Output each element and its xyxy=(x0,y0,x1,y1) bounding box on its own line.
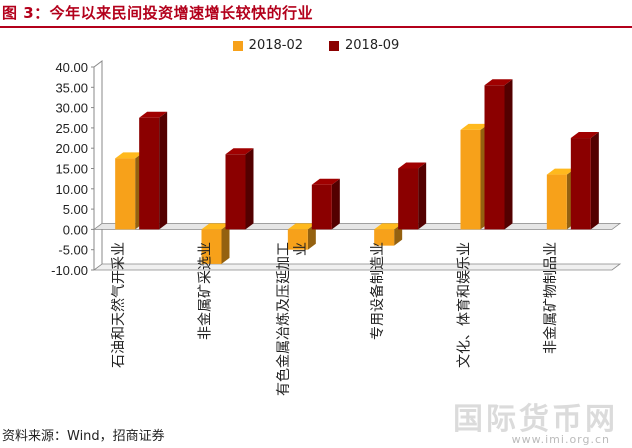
legend-item-series-2: 2018-09 xyxy=(329,38,399,53)
legend-label-series-1: 2018-02 xyxy=(248,38,303,53)
y-tick-label: -5.00 xyxy=(58,243,88,258)
title-divider xyxy=(0,26,632,28)
bar-series-1-top xyxy=(546,168,575,175)
bar-series-2-side xyxy=(418,162,427,230)
bar-series-1-top xyxy=(287,223,316,230)
bar-series-1 xyxy=(374,229,395,246)
bar-series-1-top xyxy=(460,123,489,130)
x-category-label: 文化、体育和娱乐业 xyxy=(457,242,473,368)
bar-series-2-top xyxy=(484,79,513,86)
bar-series-1-top xyxy=(201,223,230,230)
figure-title: 图 3：今年以来民间投资增速增长较快的行业 xyxy=(2,4,314,22)
legend-item-series-1: 2018-02 xyxy=(232,38,303,53)
bar-series-2 xyxy=(570,138,591,230)
legend-label-series-2: 2018-09 xyxy=(345,38,400,53)
y-tick-label: 15.00 xyxy=(55,162,88,177)
chart-legend: 2018-02 2018-09 xyxy=(0,38,632,53)
bar-series-2-side xyxy=(159,111,168,230)
x-category-label: 非金属矿采选业 xyxy=(198,242,214,340)
bar-series-2 xyxy=(484,85,505,230)
bar-series-1 xyxy=(201,229,222,264)
y-tick-label: 0.00 xyxy=(63,222,88,237)
y-tick-label: 35.00 xyxy=(55,80,88,95)
bar-series-2-top xyxy=(311,178,340,185)
watermark-url: www.imi.org.cn xyxy=(511,433,610,446)
bar-series-2-top xyxy=(570,132,599,139)
bar-series-2-top xyxy=(139,111,168,118)
watermark-logo: 国际货币网 xyxy=(453,402,618,437)
bar-series-2-top xyxy=(225,148,254,155)
axis-depth-line xyxy=(93,60,103,264)
zero-baseline-plane xyxy=(92,222,622,230)
bar-series-2-side xyxy=(245,148,254,230)
bar-series-2-side xyxy=(331,178,340,230)
bar-series-2-top xyxy=(398,162,427,169)
x-category-label: 有色金属冶炼及压延加工 xyxy=(275,242,292,396)
bar-series-2-side xyxy=(504,79,513,230)
bar-series-1 xyxy=(546,174,567,230)
y-tick-label: 40.00 xyxy=(55,60,88,75)
x-category-label: 业 xyxy=(293,242,309,256)
x-category-label: 石油和天然气开采业 xyxy=(110,242,127,368)
bar-series-1 xyxy=(287,229,308,250)
bar-series-2-side xyxy=(590,132,599,230)
y-tick-label: 10.00 xyxy=(55,182,88,197)
x-category-label: 专用设备制造业 xyxy=(369,242,386,340)
bar-series-1-side xyxy=(221,223,230,264)
bar-series-1-top xyxy=(374,223,403,230)
x-axis-floor xyxy=(92,263,622,271)
bar-series-2 xyxy=(311,184,332,230)
y-tick-label: 30.00 xyxy=(55,101,88,116)
x-category-label: 非金属矿物制品业 xyxy=(543,242,559,354)
bar-series-1 xyxy=(460,129,481,230)
y-tick-label: 5.00 xyxy=(63,202,88,217)
bar-series-2 xyxy=(398,168,419,230)
legend-swatch-series-2 xyxy=(329,40,339,51)
y-tick-label: -10.00 xyxy=(51,263,88,278)
bar-series-1 xyxy=(115,158,136,230)
y-tick-label: 20.00 xyxy=(55,141,88,156)
y-tick-label: 25.00 xyxy=(55,121,88,136)
bar-series-2 xyxy=(225,154,246,230)
bar-series-1-top xyxy=(115,152,144,159)
bar-series-2 xyxy=(139,117,160,230)
source-note: 资料来源：Wind，招商证券 xyxy=(2,429,165,444)
legend-swatch-series-1 xyxy=(232,40,243,51)
bar-series-1-side xyxy=(307,223,316,250)
